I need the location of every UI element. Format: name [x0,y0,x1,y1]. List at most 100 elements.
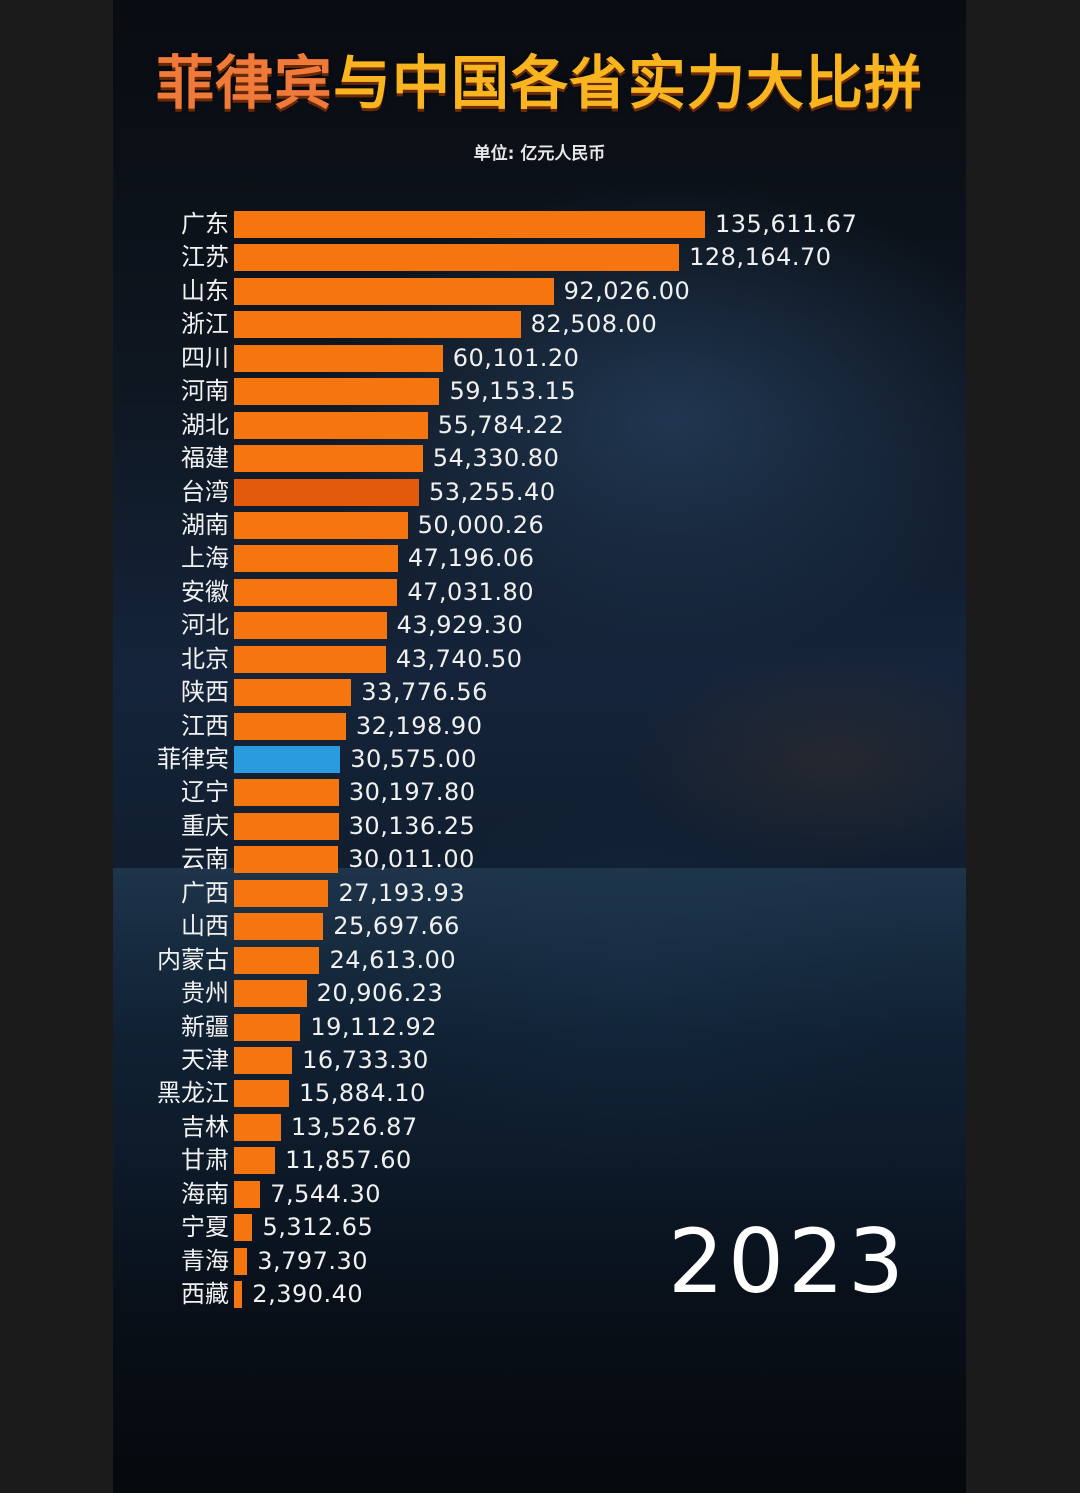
value-label: 50,000.26 [417,510,545,539]
bar [234,211,705,238]
title-part-rest: 与中国各省实力大比拼 [333,49,924,117]
value-label: 128,164.70 [689,243,832,272]
category-label: 贵州 [181,979,229,1008]
bar [234,378,440,406]
category-label: 福建 [181,444,229,473]
category-label: 四川 [181,343,229,372]
value-label: 25,697.66 [333,912,460,941]
bar [234,712,346,740]
category-label: 青海 [181,1246,229,1275]
category-label: 广东 [181,210,229,238]
value-label: 82,508.00 [530,310,658,339]
bar [234,1080,290,1108]
bar [234,411,428,439]
value-label: 5,312.65 [262,1213,374,1242]
category-label: 江西 [181,711,229,740]
value-label: 30,197.80 [348,778,476,807]
category-label: 山西 [181,912,229,941]
category-label: 甘肃 [181,1146,229,1175]
bar [234,1113,281,1141]
bar [234,846,339,874]
value-label: 20,906.23 [316,979,444,1008]
category-label: 辽宁 [181,778,229,807]
value-label: 54,330.80 [432,444,560,473]
category-label: 河南 [181,377,229,406]
category-label: 新疆 [181,1012,229,1041]
value-label: 13,526.87 [290,1112,418,1141]
category-label: 陕西 [181,678,229,707]
bar [234,645,386,673]
value-label: 27,193.93 [338,878,466,907]
category-label: 湖南 [181,510,229,539]
value-label: 3,797.30 [257,1246,369,1275]
category-label: 湖北 [181,410,229,439]
bar [234,779,339,807]
bar [234,578,398,606]
unit-subtitle: 单位: 亿元人民币 [473,144,606,164]
category-label: 上海 [181,544,229,573]
bar [234,344,443,372]
value-label: 30,136.25 [348,811,476,840]
category-label: 黑龙江 [157,1079,229,1108]
value-label: 7,544.30 [270,1179,382,1208]
category-label: 广西 [181,878,229,907]
value-label: 32,198.90 [355,711,483,740]
category-label: 河北 [181,611,229,640]
chart-panel: 菲律宾与中国各省实力大比拼 单位: 亿元人民币 广东 135,611.67 江苏 12… [113,0,966,1493]
category-label: 山东 [181,276,229,305]
value-label: 47,196.06 [407,544,535,573]
bar [234,1214,253,1242]
value-label: 43,740.50 [395,644,523,673]
bar [234,812,339,840]
value-label: 33,776.56 [361,678,488,707]
bar [234,980,307,1008]
bar [234,478,419,506]
value-label: 30,011.00 [348,845,475,874]
category-label: 海南 [181,1179,229,1208]
category-label: 吉林 [181,1112,229,1141]
category-label: 宁夏 [181,1213,229,1242]
value-label: 47,031.80 [407,577,534,606]
category-label: 江苏 [181,243,229,272]
chart-title: 菲律宾与中国各省实力大比拼 [113,36,966,120]
bar [234,1013,301,1041]
value-label: 135,611.67 [715,210,858,238]
category-label: 北京 [181,644,229,673]
category-label: 云南 [181,845,229,874]
bar [234,879,329,907]
value-label: 24,613.00 [329,945,457,974]
title-part-philippines: 菲律宾 [155,49,333,117]
bar [234,244,680,272]
value-label: 15,884.10 [299,1079,426,1108]
value-label: 16,733.30 [302,1046,429,1074]
value-label: 11,857.60 [285,1146,412,1175]
value-label: 55,784.22 [437,410,565,439]
bar [234,1147,276,1175]
category-label: 内蒙古 [157,945,229,974]
value-label: 19,112.92 [310,1012,438,1041]
bar [234,679,352,707]
year-label: 2023 [668,1210,908,1313]
value-label: 60,101.20 [452,343,580,372]
bar [234,277,554,305]
category-label: 天津 [181,1046,229,1074]
bar [234,1247,248,1275]
bar [234,946,320,974]
bar [234,445,423,473]
bar [234,1281,243,1309]
value-label: 43,929.30 [396,611,524,640]
bar [234,311,521,339]
value-label: 30,575.00 [350,745,477,774]
bar [234,1047,293,1074]
bar-highlight [234,746,341,774]
category-label: 台湾 [181,477,229,506]
value-label: 53,255.40 [428,477,556,506]
category-label: 西藏 [181,1280,229,1309]
bar [234,612,387,640]
category-label: 浙江 [181,310,229,339]
bar [234,545,398,573]
bar [234,913,324,941]
category-label: 重庆 [181,811,229,840]
category-label: 安徽 [181,577,229,606]
bar [234,511,408,539]
